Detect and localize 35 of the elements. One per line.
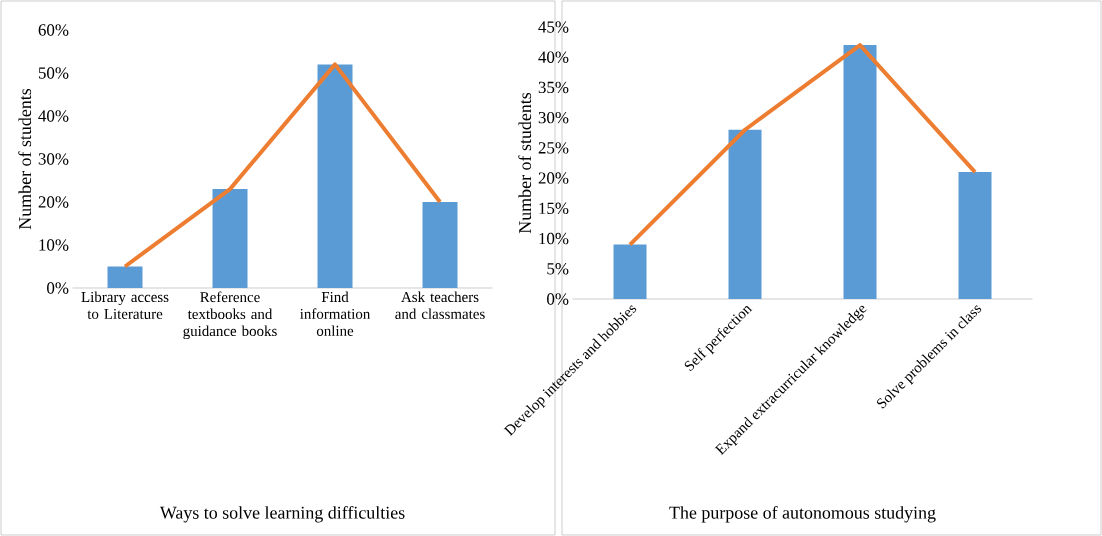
x-tick-label: Ask teachers and classmates bbox=[395, 291, 485, 319]
y-tick-label: 50% bbox=[38, 67, 69, 79]
y-tick-label: 10% bbox=[39, 239, 69, 251]
line-series bbox=[628, 43, 978, 247]
bar bbox=[843, 45, 877, 299]
y-tick-label: 40% bbox=[538, 51, 569, 63]
y-tick-label: 5% bbox=[547, 263, 569, 275]
line-series bbox=[123, 62, 443, 269]
bar bbox=[107, 266, 143, 288]
bar bbox=[317, 64, 353, 288]
y-axis-title: Number of students bbox=[18, 88, 32, 230]
y-tick-label: 15% bbox=[539, 202, 569, 215]
y-tick-label: 25% bbox=[538, 142, 569, 154]
y-tick-label: 0% bbox=[547, 293, 569, 305]
bar bbox=[613, 244, 647, 299]
y-tick-label: 20% bbox=[38, 196, 69, 208]
y-tick-label: 20% bbox=[538, 172, 569, 184]
x-tick-label: Reference textbooks and guidance books bbox=[183, 291, 277, 340]
y-axis-title: Number of students bbox=[518, 92, 532, 234]
y-tick-label: 60% bbox=[38, 24, 69, 36]
y-tick-label: 35% bbox=[538, 81, 569, 94]
bar bbox=[422, 201, 458, 288]
x-tick-label: Find information online bbox=[300, 291, 371, 336]
bar bbox=[958, 172, 992, 299]
x-axis-title: Ways to solve learning difficulties bbox=[159, 505, 405, 523]
x-tick-label: Library access to Literature bbox=[81, 291, 169, 319]
x-axis-title: The purpose of autonomous studying bbox=[669, 505, 936, 523]
y-tick-label: 45% bbox=[538, 21, 569, 33]
bar bbox=[728, 129, 762, 299]
y-tick-label: 0% bbox=[47, 282, 69, 294]
y-tick-label: 10% bbox=[539, 232, 569, 245]
y-tick-label: 30% bbox=[38, 153, 69, 165]
y-tick-label: 30% bbox=[538, 111, 569, 124]
bar bbox=[212, 189, 248, 288]
y-tick-label: 40% bbox=[38, 110, 69, 122]
